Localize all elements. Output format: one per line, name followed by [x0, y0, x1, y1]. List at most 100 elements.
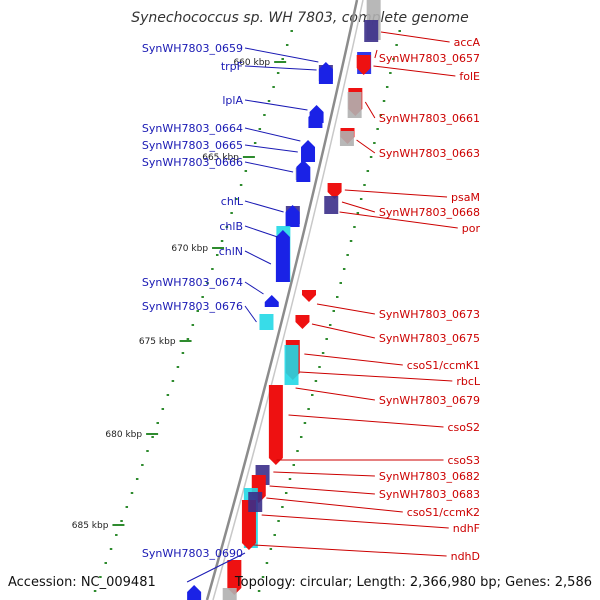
label-connector — [269, 485, 375, 495]
gene-block — [347, 92, 362, 118]
scale-dot — [220, 240, 224, 242]
gene-label-reverse: lplA — [222, 94, 243, 107]
gene-arrow — [187, 585, 202, 600]
gene-label-forward: SynWH7803_0668 — [379, 206, 480, 219]
scale-dot — [186, 338, 190, 340]
gene-block — [364, 20, 379, 42]
scale-dot — [211, 268, 214, 270]
gene-arrow — [308, 110, 323, 128]
gene-label-reverse: SynWH7803_0665 — [142, 139, 243, 152]
scale-dot — [125, 506, 129, 508]
scale-dot — [281, 58, 284, 60]
gene-label-forward: csoS1/ccmK1 — [407, 359, 480, 372]
scale-dot — [363, 184, 366, 186]
scale-dot — [389, 72, 392, 74]
scale-dot — [171, 380, 175, 382]
label-connector — [244, 161, 294, 173]
map-title: Synechococcus sp. WH 7803, complete geno… — [131, 10, 469, 26]
scale-dot — [369, 156, 373, 158]
label-connector — [380, 31, 450, 43]
scale-dot — [191, 324, 195, 326]
tick-label: 660 kbp — [233, 58, 270, 68]
gene-label-forward: accA — [454, 36, 481, 49]
scale-dot — [141, 464, 144, 466]
gene-label-reverse: SynWH7803_0664 — [142, 122, 243, 135]
tick-label: 680 kbp — [105, 430, 142, 440]
scale-dot — [288, 478, 292, 480]
scale-dot — [196, 310, 199, 312]
scale-dot — [318, 366, 321, 368]
label-connector — [299, 371, 453, 382]
topology-text: Topology: circular; Length: 2,366,980 bp… — [234, 575, 592, 590]
gene-label-forward: ndhD — [451, 550, 480, 563]
scale-dot — [120, 520, 123, 522]
gene-arrow — [301, 290, 316, 302]
label-connector — [244, 250, 272, 265]
label-connector — [339, 211, 458, 229]
gene-arrow — [301, 140, 316, 162]
gene-arrow — [296, 160, 311, 182]
label-connector — [295, 387, 375, 401]
tick-layer: 660 kbp 665 kbp 670 kbp 675 kbp 680 kbp 685 k… — [72, 58, 287, 531]
scale-dot — [265, 562, 269, 564]
scale-dot — [276, 72, 280, 74]
label-connector — [244, 225, 278, 238]
scale-dot — [346, 254, 349, 256]
gene-label-reverse: SynWH7803_0666 — [142, 156, 243, 169]
scale-dot — [269, 548, 273, 550]
gene-block — [324, 196, 339, 214]
label-connector — [186, 552, 246, 583]
gene-label-reverse: SynWH7803_0674 — [142, 276, 243, 289]
scale-dot — [349, 240, 353, 242]
label-connector — [374, 49, 378, 59]
gene-block — [339, 131, 354, 146]
scale-dot — [166, 394, 170, 396]
label-connector — [244, 281, 264, 295]
scale-dot — [366, 170, 370, 172]
scale-dot — [215, 254, 219, 256]
backbone-line-right — [212, 0, 364, 600]
scale-dot — [311, 394, 314, 396]
scale-dot — [235, 198, 238, 200]
gene-label-reverse: trpF — [221, 60, 243, 73]
gene-arrow — [241, 500, 256, 550]
tick-label: 670 kbp — [171, 244, 208, 254]
scale-dot — [303, 422, 307, 424]
scale-dot — [267, 100, 271, 102]
scale-dot — [206, 282, 209, 284]
scale-dot — [395, 44, 398, 46]
label-connector — [244, 305, 257, 323]
label-connector — [373, 65, 456, 77]
scale-dot — [328, 324, 332, 326]
scale-dot — [299, 436, 303, 438]
scale-dot — [176, 366, 180, 368]
gene-label-forward: SynWH7803_0679 — [379, 394, 480, 407]
gene-block — [284, 345, 299, 385]
backbone-line-left — [205, 0, 359, 600]
scale-dot — [239, 184, 243, 186]
scale-dot — [253, 142, 257, 144]
gene-label-forward: rbcL — [456, 375, 481, 388]
scale-dot — [385, 86, 389, 88]
label-connector — [253, 544, 447, 557]
scale-dot — [244, 170, 248, 172]
scale-dot — [272, 86, 275, 88]
gene-label-reverse: chlB — [219, 220, 243, 233]
scale-dot — [161, 408, 165, 410]
scale-dot — [273, 534, 276, 536]
gene-block — [222, 588, 237, 600]
scale-dot — [156, 422, 159, 424]
scale-dot — [373, 142, 376, 144]
tick-label: 675 kbp — [139, 337, 176, 347]
gene-label-reverse: chlN — [219, 245, 243, 258]
scale-dot — [281, 506, 284, 508]
tick-label: 685 kbp — [72, 521, 109, 531]
scale-dot — [93, 590, 97, 592]
scale-dot — [109, 548, 113, 550]
gene-label-forward: csoS1/ccmK2 — [407, 506, 480, 519]
label-connector — [244, 65, 317, 71]
tick-label: 665 kbp — [202, 153, 239, 163]
label-connector — [311, 323, 375, 339]
scale-dot — [356, 212, 360, 214]
scale-dot — [225, 226, 229, 228]
